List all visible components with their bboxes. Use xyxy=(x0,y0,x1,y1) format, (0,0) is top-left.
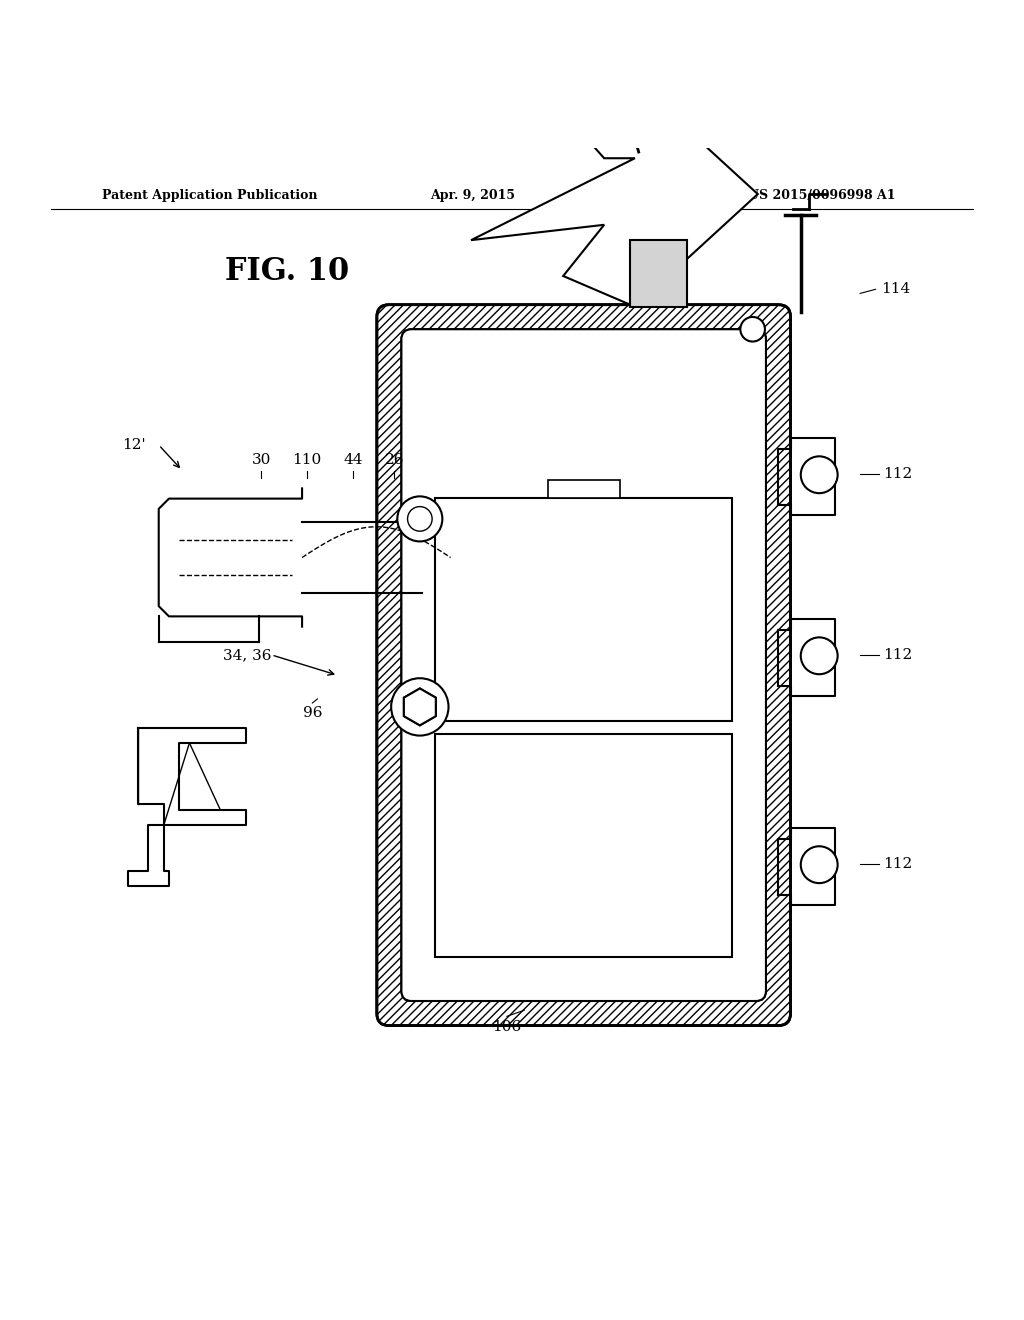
Circle shape xyxy=(801,846,838,883)
Circle shape xyxy=(801,638,838,675)
FancyBboxPatch shape xyxy=(401,329,766,1001)
Text: 30: 30 xyxy=(252,454,270,467)
Text: Apr. 9, 2015: Apr. 9, 2015 xyxy=(430,189,515,202)
Text: Patent Application Publication: Patent Application Publication xyxy=(102,189,317,202)
Text: 96: 96 xyxy=(302,706,323,721)
Text: 106: 106 xyxy=(493,1020,521,1035)
Text: 34, 36: 34, 36 xyxy=(223,648,271,661)
Polygon shape xyxy=(471,82,758,306)
Circle shape xyxy=(391,678,449,735)
Bar xyxy=(548,479,620,498)
Polygon shape xyxy=(128,727,246,886)
FancyBboxPatch shape xyxy=(401,329,766,1001)
Text: 112: 112 xyxy=(883,467,912,480)
Circle shape xyxy=(397,496,442,541)
Text: 26: 26 xyxy=(384,454,404,467)
Polygon shape xyxy=(403,689,436,725)
Circle shape xyxy=(408,507,432,531)
Polygon shape xyxy=(403,689,436,725)
Circle shape xyxy=(740,317,765,342)
FancyBboxPatch shape xyxy=(377,305,791,1026)
Text: 110: 110 xyxy=(293,454,322,467)
Bar xyxy=(435,498,732,721)
Text: Sheet 10 of 14: Sheet 10 of 14 xyxy=(573,189,675,202)
Bar xyxy=(631,240,687,306)
Bar xyxy=(435,734,732,957)
Text: US 2015/0096998 A1: US 2015/0096998 A1 xyxy=(748,189,895,202)
Text: 112: 112 xyxy=(883,648,912,661)
Text: 44: 44 xyxy=(343,454,364,467)
Circle shape xyxy=(801,457,838,494)
Text: FIG. 10: FIG. 10 xyxy=(225,256,349,286)
Text: 112: 112 xyxy=(883,857,912,871)
Text: 114: 114 xyxy=(881,282,910,296)
Text: 12': 12' xyxy=(122,438,145,451)
